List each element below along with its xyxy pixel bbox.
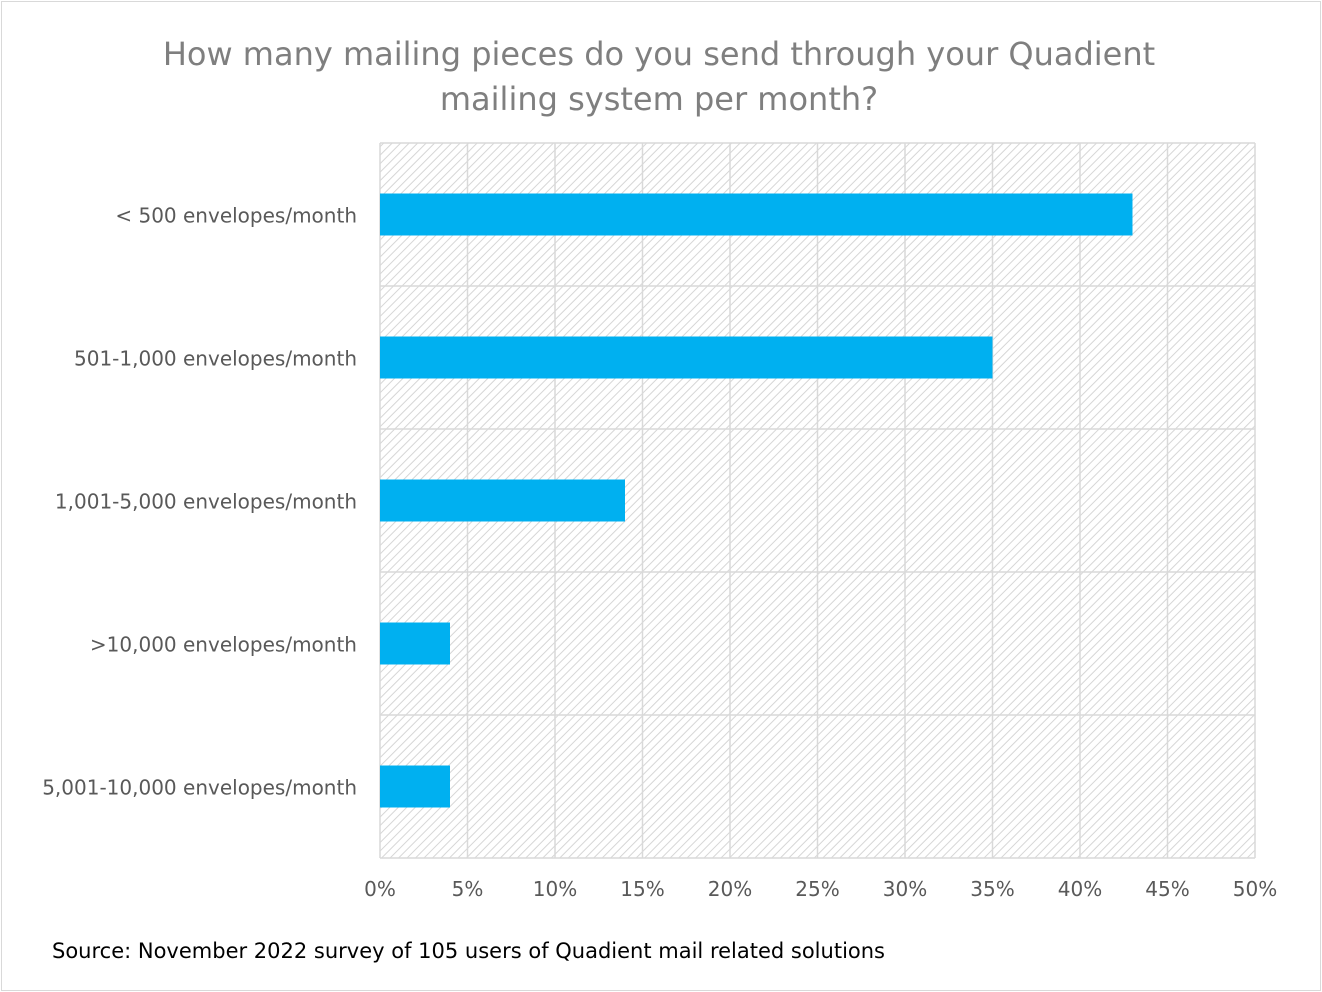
- bar: [380, 336, 993, 379]
- tick-label: 15%: [620, 877, 664, 901]
- tick-label: 10%: [533, 877, 577, 901]
- source-note: Source: November 2022 survey of 105 user…: [52, 939, 885, 963]
- category-label: < 500 envelopes/month: [115, 204, 357, 228]
- tick-label: 20%: [708, 877, 752, 901]
- category-label: 1,001-5,000 envelopes/month: [55, 490, 357, 514]
- tick-label: 25%: [795, 877, 839, 901]
- bar: [380, 479, 625, 522]
- tick-label: 45%: [1145, 877, 1189, 901]
- bar: [380, 765, 450, 808]
- bar: [380, 193, 1133, 236]
- category-label: >10,000 envelopes/month: [90, 633, 357, 657]
- tick-label: 40%: [1058, 877, 1102, 901]
- tick-label: 5%: [452, 877, 484, 901]
- chart-title: How many mailing pieces do you send thro…: [162, 35, 1156, 118]
- category-label: 501-1,000 envelopes/month: [74, 347, 357, 371]
- bar: [380, 622, 450, 665]
- category-label: 5,001-10,000 envelopes/month: [42, 776, 357, 800]
- tick-label: 50%: [1233, 877, 1277, 901]
- tick-label: 35%: [970, 877, 1014, 901]
- tick-label: 0%: [364, 877, 396, 901]
- tick-label: 30%: [883, 877, 927, 901]
